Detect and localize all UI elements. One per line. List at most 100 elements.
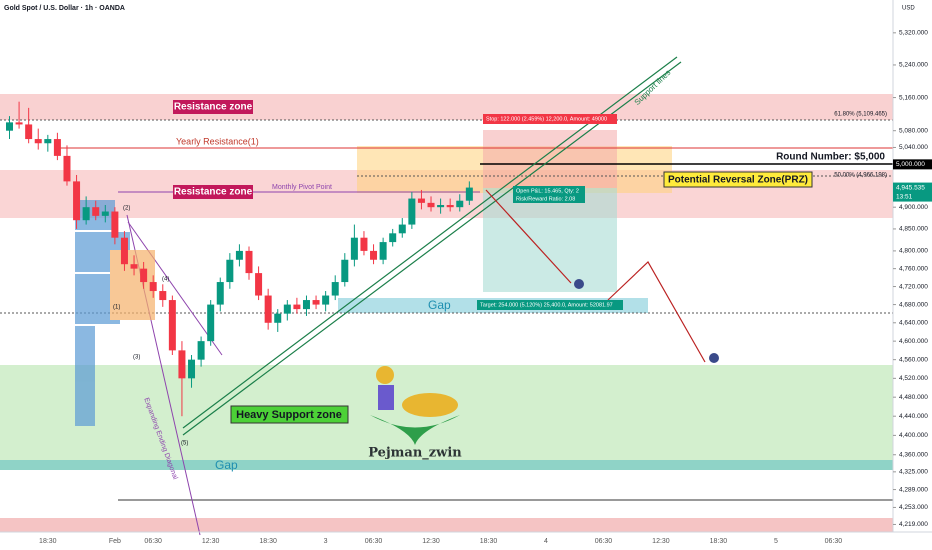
candle-body: [207, 304, 215, 342]
support-line: [182, 61, 682, 436]
pivot-label: Monthly Pivot Point: [272, 184, 332, 191]
y-tick-label: 4,800.000: [899, 248, 928, 255]
candle-body: [111, 211, 119, 238]
y-tick-label: 4,900.000: [899, 204, 928, 211]
y-tick-label: 4,720.000: [899, 283, 928, 290]
y-tick-label: 4,680.000: [899, 301, 928, 308]
candle-body: [283, 304, 291, 314]
author: Pejman_zwin: [368, 446, 462, 461]
wave-label: (5): [181, 441, 188, 447]
candle-body: [312, 300, 320, 305]
fib-label: 50.00% (4,966.198): [834, 173, 887, 179]
diagonal-line: [127, 221, 223, 356]
candle-body: [25, 124, 33, 140]
gap-label: Gap: [215, 458, 238, 472]
wave-label: (1): [113, 305, 120, 311]
x-tick-label: 06:30: [365, 538, 383, 545]
y-tick-label: 4,520.000: [899, 375, 928, 382]
candle-body: [456, 200, 464, 208]
candle-body: [101, 211, 109, 216]
target-area: [483, 188, 617, 292]
y-tick-label: 4,600.000: [899, 338, 928, 345]
zone-label: Resistance zone: [174, 102, 253, 113]
candle-body: [92, 207, 100, 216]
y-tick-label: 5,080.000: [899, 127, 928, 134]
round-label: Round Number: $5,000: [776, 152, 885, 163]
candle-body: [140, 268, 148, 283]
rr-label: Risk/Reward Ratio: 2.08: [516, 196, 575, 202]
y-tick-label: 4,219.000: [899, 521, 928, 528]
candle-body: [379, 242, 387, 260]
chart-title: Gold Spot / U.S. Dollar · 1h · OANDA: [4, 5, 125, 12]
wave-label: (3): [133, 355, 140, 361]
candle-body: [417, 198, 425, 203]
target-icon: [709, 353, 719, 363]
price-tag-label: 4,945.535: [896, 184, 925, 191]
y-tick-label: 4,760.000: [899, 265, 928, 272]
gap-band: [0, 460, 893, 470]
y-tick-label: 5,160.000: [899, 94, 928, 101]
resistance-band: [0, 94, 893, 120]
volume-profile: [75, 200, 155, 426]
candle-body: [408, 198, 416, 225]
candle-body: [446, 205, 454, 208]
candle-body: [53, 139, 61, 156]
y-tick-label: 4,253.000: [899, 504, 928, 511]
candle-body: [264, 295, 272, 323]
label-box: [513, 186, 585, 203]
candle-body: [274, 313, 282, 323]
pnl-label: Open P&L: 15.465, Qty: 2: [516, 188, 579, 194]
candle-body: [44, 139, 52, 144]
label-box: [173, 185, 253, 199]
x-tick-label: 12:30: [422, 538, 440, 545]
y-tick-label: 4,400.000: [899, 432, 928, 439]
candle-body: [370, 250, 378, 260]
x-tick-label: 5: [774, 538, 778, 545]
y-tick-label: 5,240.000: [899, 62, 928, 69]
fib-label: 61.80% (5,109.465): [834, 112, 887, 118]
label-box: [173, 100, 253, 114]
candle-body: [82, 207, 90, 221]
candle-body: [197, 341, 205, 360]
y-tick-label: 4,360.000: [899, 451, 928, 458]
candle-body: [465, 187, 473, 201]
candle-body: [341, 259, 349, 283]
logo: [370, 366, 460, 445]
y-tick-label: 4,560.000: [899, 356, 928, 363]
candle-body: [168, 300, 176, 351]
bottom-band: [0, 518, 893, 532]
price-axis: [893, 0, 932, 550]
candle-body: [235, 250, 243, 260]
candle-body: [389, 233, 397, 243]
candle-body: [188, 359, 196, 379]
arrow: [607, 261, 706, 363]
wave-label: (4): [162, 277, 169, 283]
candle-body: [226, 259, 234, 283]
candle-body: [120, 237, 128, 265]
x-tick-label: 06:30: [825, 538, 843, 545]
gap-label: Gap: [428, 298, 451, 312]
countdown: 13:51: [896, 193, 913, 200]
candle-body: [293, 304, 301, 310]
y-tick-label: 4,325.000: [899, 469, 928, 476]
target-label: Target: 254.000 (5.120%) 25,400.0, Amoun…: [480, 302, 613, 308]
candle-body: [149, 282, 157, 292]
x-tick-label: 12:30: [202, 538, 220, 545]
price-tag: [893, 159, 932, 170]
x-tick-label: 06:30: [595, 538, 613, 545]
candle-body: [360, 237, 368, 251]
currency: USD: [902, 6, 915, 12]
candle-body: [15, 122, 23, 125]
stop-area: [483, 130, 617, 188]
candle-body: [178, 350, 186, 379]
y-tick-label: 4,289.000: [899, 486, 928, 493]
candle-body: [245, 250, 253, 274]
y-tick-label: 5,320.000: [899, 30, 928, 37]
y-tick-label: 4,440.000: [899, 413, 928, 420]
x-tick-label: 18:30: [39, 538, 57, 545]
candle-body: [130, 264, 138, 269]
target-icon: [574, 279, 584, 289]
x-tick-label: 18:30: [710, 538, 728, 545]
candle-body: [350, 237, 358, 260]
